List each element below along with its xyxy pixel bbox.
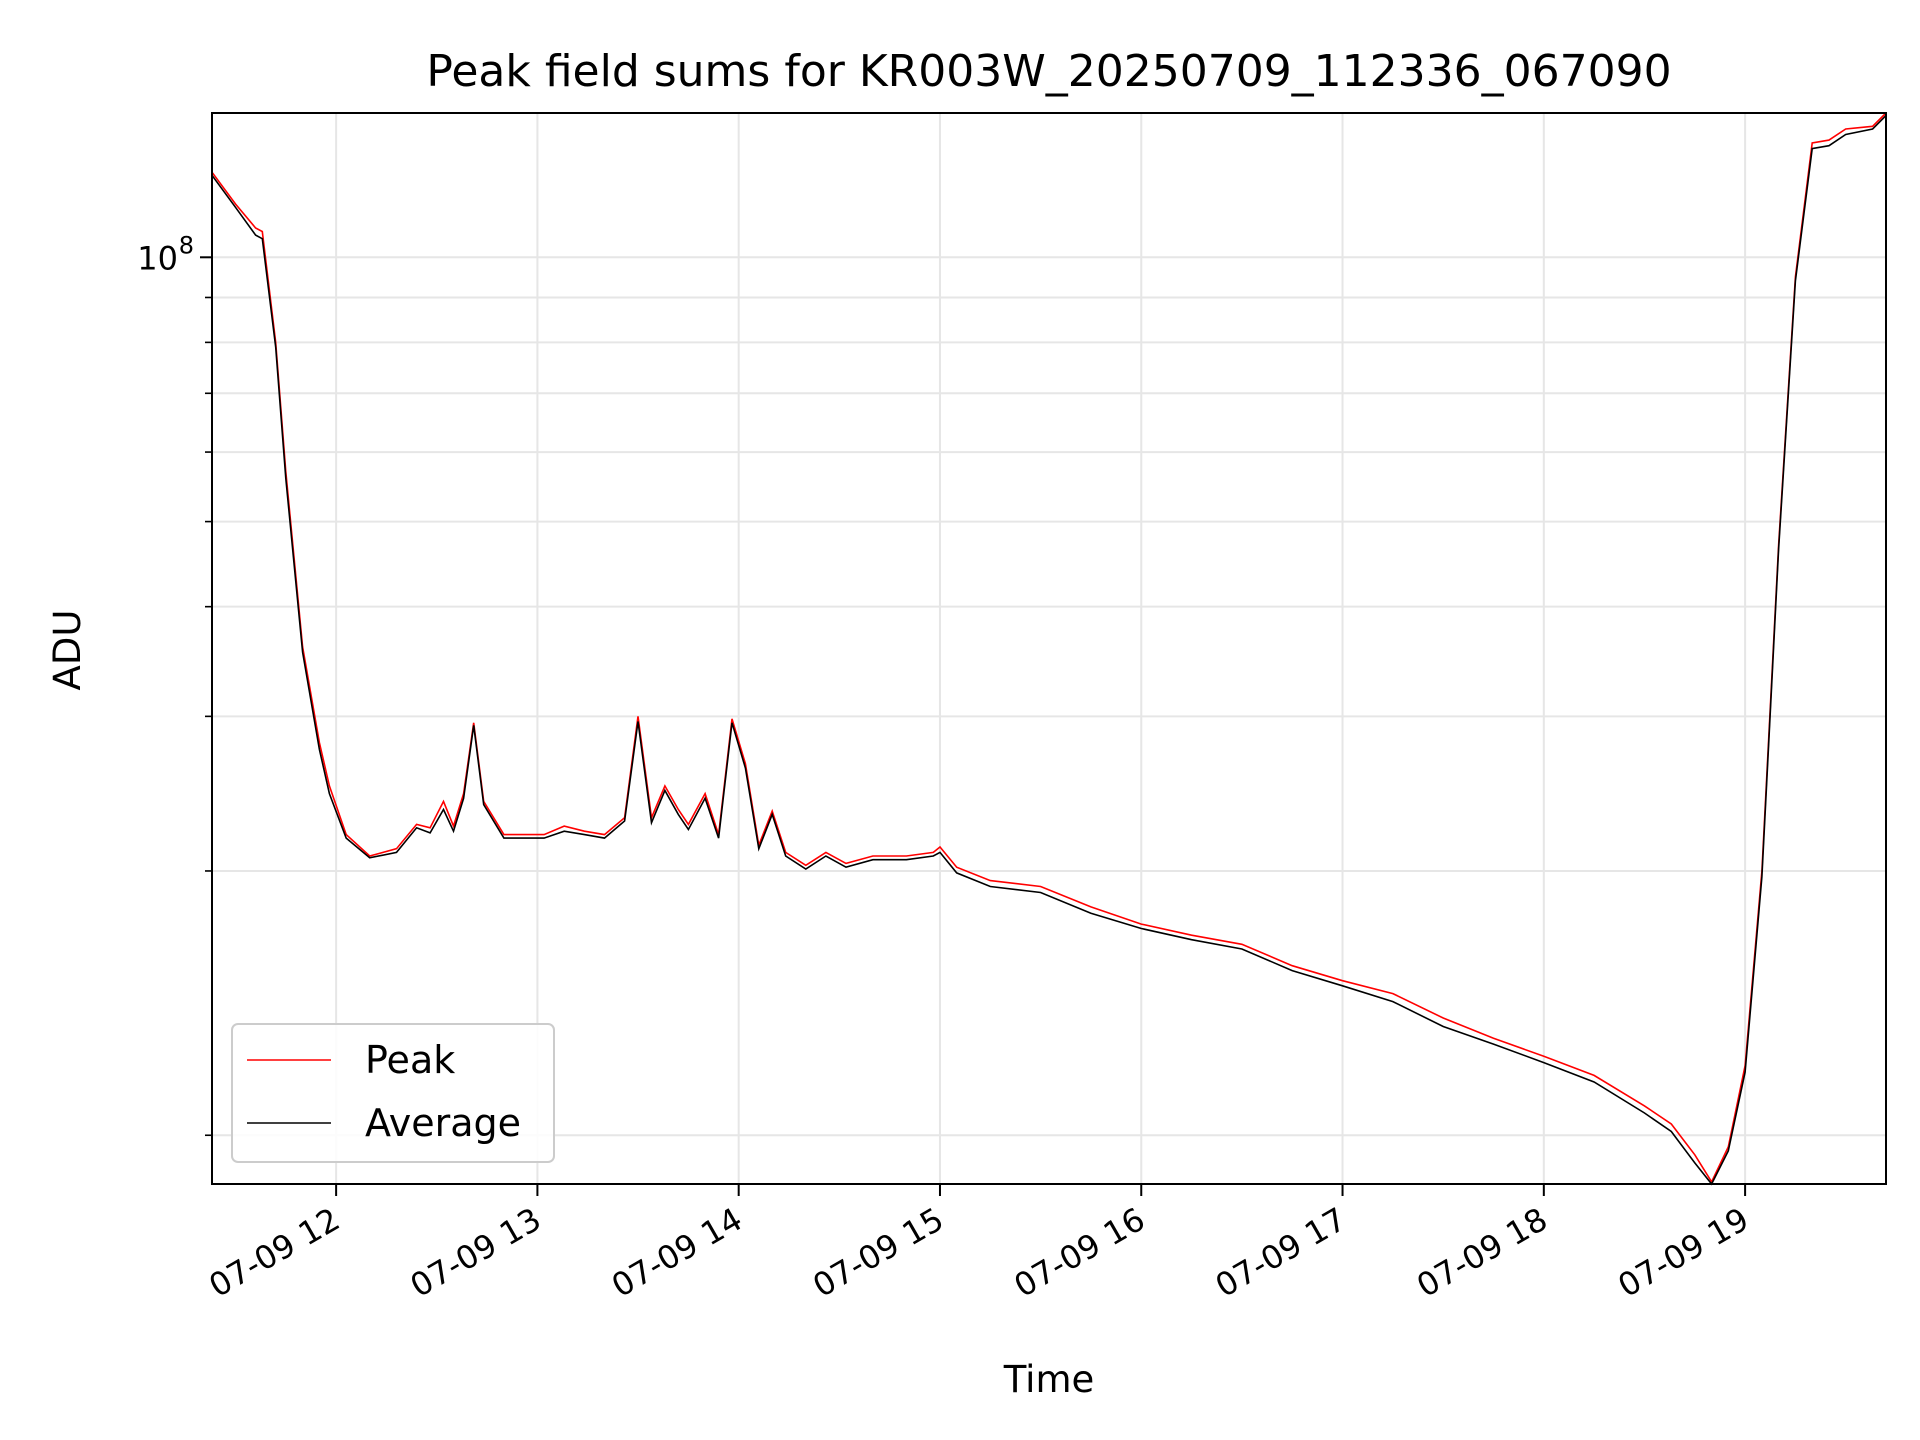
legend-peak-label: Peak: [365, 1038, 455, 1082]
legend-box: [231, 1023, 555, 1163]
x-tick-label: 07-09 19: [1612, 1200, 1756, 1305]
grid: [212, 113, 1886, 1184]
x-tick-label: 07-09 15: [806, 1200, 950, 1305]
x-tick-label: 07-09 17: [1209, 1200, 1353, 1305]
x-axis-label: Time: [1003, 1358, 1095, 1401]
peak-series-line: [211, 112, 1887, 1184]
average-series-line: [211, 115, 1887, 1186]
chart-title: Peak field sums for KR003W_20250709_1123…: [426, 46, 1671, 97]
y-tick-label: 10: [137, 239, 178, 277]
x-tick-label: 07-09 12: [203, 1200, 347, 1305]
y-tick-label-exponent: 8: [179, 231, 194, 259]
x-tick-label: 07-09 16: [1008, 1200, 1152, 1305]
plot-frame: [211, 112, 1887, 1185]
y-axis-label: ADU: [46, 610, 89, 691]
x-tick-label: 07-09 14: [605, 1200, 749, 1305]
x-tick-label: 07-09 18: [1410, 1200, 1554, 1305]
legend-average-label: Average: [365, 1101, 521, 1145]
plot-series: [211, 112, 1887, 1186]
legend: Peak Average: [231, 1023, 555, 1163]
x-tick-label: 07-09 13: [404, 1200, 548, 1305]
